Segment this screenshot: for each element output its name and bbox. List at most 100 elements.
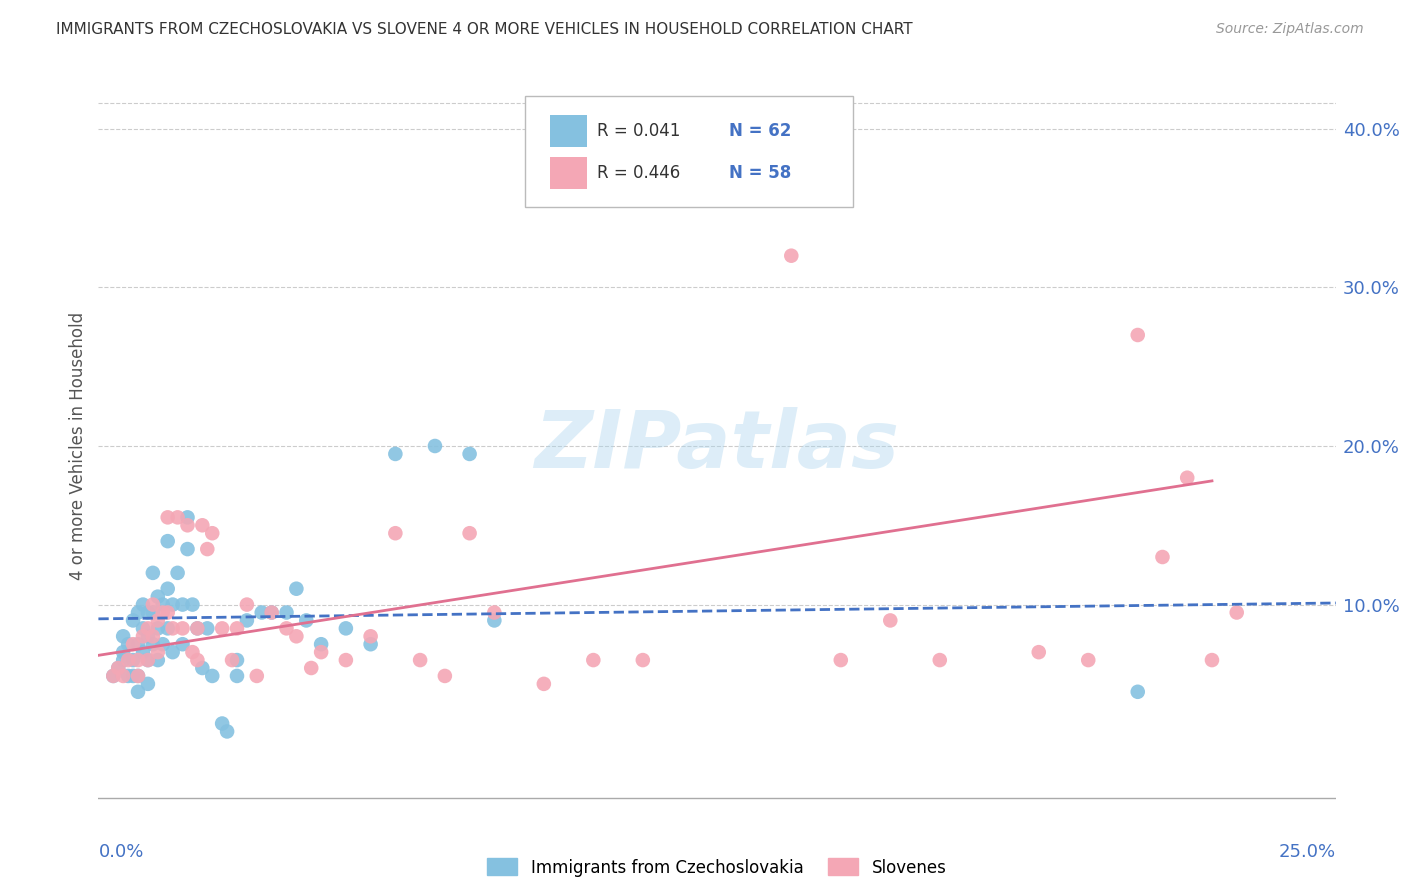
Point: [433, 669, 456, 683]
Point: [166, 510, 188, 524]
Point: [146, 614, 169, 628]
Y-axis label: 4 or more Vehicles in Household: 4 or more Vehicles in Household: [69, 312, 87, 580]
Point: [191, 518, 214, 533]
Point: [246, 669, 269, 683]
Point: [132, 621, 155, 635]
Point: [226, 621, 249, 635]
Point: [132, 629, 155, 643]
Point: [112, 669, 135, 683]
Point: [276, 621, 298, 635]
Point: [176, 510, 198, 524]
Point: [172, 637, 194, 651]
Point: [146, 645, 169, 659]
Point: [360, 629, 382, 643]
Text: N = 62: N = 62: [730, 121, 792, 139]
Point: [1028, 645, 1050, 659]
Point: [166, 566, 188, 580]
Point: [186, 621, 208, 635]
Point: [136, 629, 159, 643]
Point: [122, 669, 145, 683]
Point: [156, 510, 179, 524]
Point: [156, 606, 179, 620]
Point: [136, 621, 159, 635]
Point: [136, 606, 159, 620]
Text: R = 0.446: R = 0.446: [598, 164, 681, 182]
Point: [142, 629, 165, 643]
Point: [146, 621, 169, 635]
Text: IMMIGRANTS FROM CZECHOSLOVAKIA VS SLOVENE 4 OR MORE VEHICLES IN HOUSEHOLD CORREL: IMMIGRANTS FROM CZECHOSLOVAKIA VS SLOVEN…: [56, 22, 912, 37]
Point: [1226, 606, 1249, 620]
Legend: Immigrants from Czechoslovakia, Slovenes: Immigrants from Czechoslovakia, Slovenes: [488, 858, 946, 877]
Point: [285, 582, 308, 596]
Point: [236, 598, 259, 612]
Point: [172, 598, 194, 612]
Point: [484, 606, 506, 620]
Point: [1077, 653, 1099, 667]
Point: [250, 606, 273, 620]
Point: [879, 614, 901, 628]
Point: [211, 621, 233, 635]
Point: [582, 653, 605, 667]
Point: [181, 645, 204, 659]
Point: [409, 653, 432, 667]
Point: [299, 661, 322, 675]
Point: [533, 677, 555, 691]
Point: [226, 653, 249, 667]
Point: [112, 629, 135, 643]
Point: [335, 653, 357, 667]
Point: [152, 637, 174, 651]
Text: R = 0.041: R = 0.041: [598, 121, 681, 139]
Point: [156, 582, 179, 596]
Point: [142, 598, 165, 612]
Point: [156, 534, 179, 549]
Point: [122, 614, 145, 628]
Point: [176, 542, 198, 557]
Point: [127, 669, 149, 683]
Point: [107, 661, 129, 675]
FancyBboxPatch shape: [526, 96, 853, 207]
Point: [201, 669, 224, 683]
Point: [162, 621, 184, 635]
Point: [112, 645, 135, 659]
Point: [132, 598, 155, 612]
Point: [127, 606, 149, 620]
Point: [181, 598, 204, 612]
Point: [117, 653, 139, 667]
Point: [1152, 549, 1174, 564]
Point: [211, 716, 233, 731]
Point: [1175, 471, 1198, 485]
Point: [276, 606, 298, 620]
Text: ZIPatlas: ZIPatlas: [534, 407, 900, 485]
Point: [156, 621, 179, 635]
Point: [335, 621, 357, 635]
Point: [384, 526, 406, 541]
Point: [103, 669, 125, 683]
Point: [384, 447, 406, 461]
Point: [136, 653, 159, 667]
Point: [146, 590, 169, 604]
Point: [136, 677, 159, 691]
Point: [186, 653, 208, 667]
Point: [127, 669, 149, 683]
FancyBboxPatch shape: [550, 114, 588, 146]
Point: [423, 439, 446, 453]
Point: [117, 669, 139, 683]
Point: [152, 598, 174, 612]
Text: 25.0%: 25.0%: [1278, 843, 1336, 861]
Point: [117, 637, 139, 651]
Point: [195, 542, 218, 557]
Text: Source: ZipAtlas.com: Source: ZipAtlas.com: [1216, 22, 1364, 37]
Point: [631, 653, 654, 667]
Text: N = 58: N = 58: [730, 164, 792, 182]
Point: [260, 606, 283, 620]
Point: [191, 661, 214, 675]
Point: [221, 653, 243, 667]
Point: [103, 669, 125, 683]
Point: [260, 606, 283, 620]
Point: [112, 653, 135, 667]
Point: [136, 653, 159, 667]
Point: [107, 661, 129, 675]
Point: [780, 249, 803, 263]
Point: [127, 637, 149, 651]
Point: [172, 621, 194, 635]
